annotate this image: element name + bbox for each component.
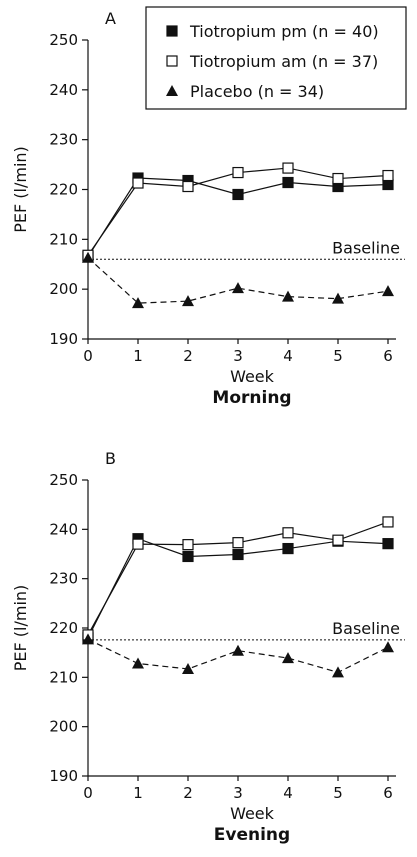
baseline-label: Baseline [332,619,400,638]
data-point-series-2 [382,516,394,528]
y-tick-label: 220 [49,619,78,637]
chart-title: Evening [214,825,290,845]
data-point-series-2 [282,527,294,539]
data-point-series-1 [282,542,294,555]
panel-label: B [105,449,116,468]
data-point-series-3 [282,290,294,302]
x-axis-label: Week [230,367,275,386]
data-point-series-3 [182,662,194,674]
y-tick-label: 200 [49,280,78,298]
y-axis-label: PEF (l/min) [11,585,30,672]
x-tick-label: 3 [233,784,243,802]
legend: Tiotropium pm (n = 40) Tiotropium am (n =… [145,6,407,110]
y-tick-label: 230 [49,570,78,588]
y-tick-label: 190 [49,767,78,785]
x-tick-label: 4 [283,347,293,365]
chart-title: Morning [212,388,291,408]
data-point-series-3 [182,295,194,307]
data-point-series-2 [232,166,244,179]
x-tick-label: 4 [283,784,293,802]
y-tick-label: 220 [49,181,78,199]
data-point-series-1 [282,176,294,189]
legend-box [145,6,407,110]
data-point-series-2 [332,534,344,546]
data-point-series-3 [82,633,94,645]
y-tick-label: 250 [49,471,78,489]
data-point-series-3 [132,297,144,309]
data-point-series-3 [382,641,394,653]
data-point-series-3 [132,657,144,669]
x-tick-label: 0 [83,784,93,802]
data-point-series-1 [232,548,244,561]
data-point-series-3 [232,644,244,656]
y-axis-label: PEF (l/min) [11,146,30,233]
x-tick-label: 5 [333,784,343,802]
legend-label-3: Placebo (n = 34) [190,82,324,101]
data-point-series-2 [182,539,194,551]
y-tick-label: 230 [49,131,78,149]
y-tick-label: 210 [49,230,78,248]
data-point-series-3 [82,251,94,263]
data-point-series-2 [182,180,194,193]
chart-panel-a: 190 200 210 220 230 240 250 0 1 2 3 4 5 6 Week PEF (l/m… [11,6,407,408]
x-axis-label: Week [230,804,275,823]
legend-marker-3 [166,85,178,96]
data-point-series-3 [282,652,294,664]
y-tick-label: 200 [49,718,78,736]
x-tick-label: 5 [333,347,343,365]
chart-panel-b: 190 200 210 220 230 240 250 0 1 2 3 4 5 6 Week PEF (l/m… [11,449,405,845]
x-tick-label: 6 [383,784,393,802]
legend-marker-1 [166,25,178,37]
data-point-series-1 [232,188,244,201]
data-point-series-2 [382,169,394,182]
panel-label: A [105,9,116,28]
x-tick-label: 3 [233,347,243,365]
x-tick-label: 1 [133,347,143,365]
x-tick-label: 1 [133,784,143,802]
data-point-series-2 [132,538,144,550]
x-tick-label: 6 [383,347,393,365]
data-point-series-2 [282,162,294,174]
x-tick-label: 2 [183,347,193,365]
data-point-series-3 [332,292,344,304]
data-point-series-3 [382,285,394,297]
series-line-3 [87,257,389,304]
data-point-series-3 [332,666,344,678]
x-tick-label: 0 [83,347,93,365]
y-tick-label: 240 [49,520,78,538]
y-tick-label: 210 [49,668,78,686]
x-tick-label: 2 [183,784,193,802]
data-point-series-1 [182,550,194,563]
legend-label-2: Tiotropium am (n = 37) [189,52,378,71]
data-point-series-3 [232,282,244,294]
y-tick-label: 250 [49,31,78,49]
legend-label-1: Tiotropium pm (n = 40) [189,22,379,41]
data-point-series-2 [232,537,244,549]
y-tick-label: 240 [49,81,78,99]
data-point-series-1 [382,538,394,550]
legend-marker-2 [166,55,178,67]
baseline-label: Baseline [332,238,400,257]
y-tick-label: 190 [49,330,78,348]
data-point-series-2 [132,177,144,189]
data-point-series-2 [332,172,344,185]
